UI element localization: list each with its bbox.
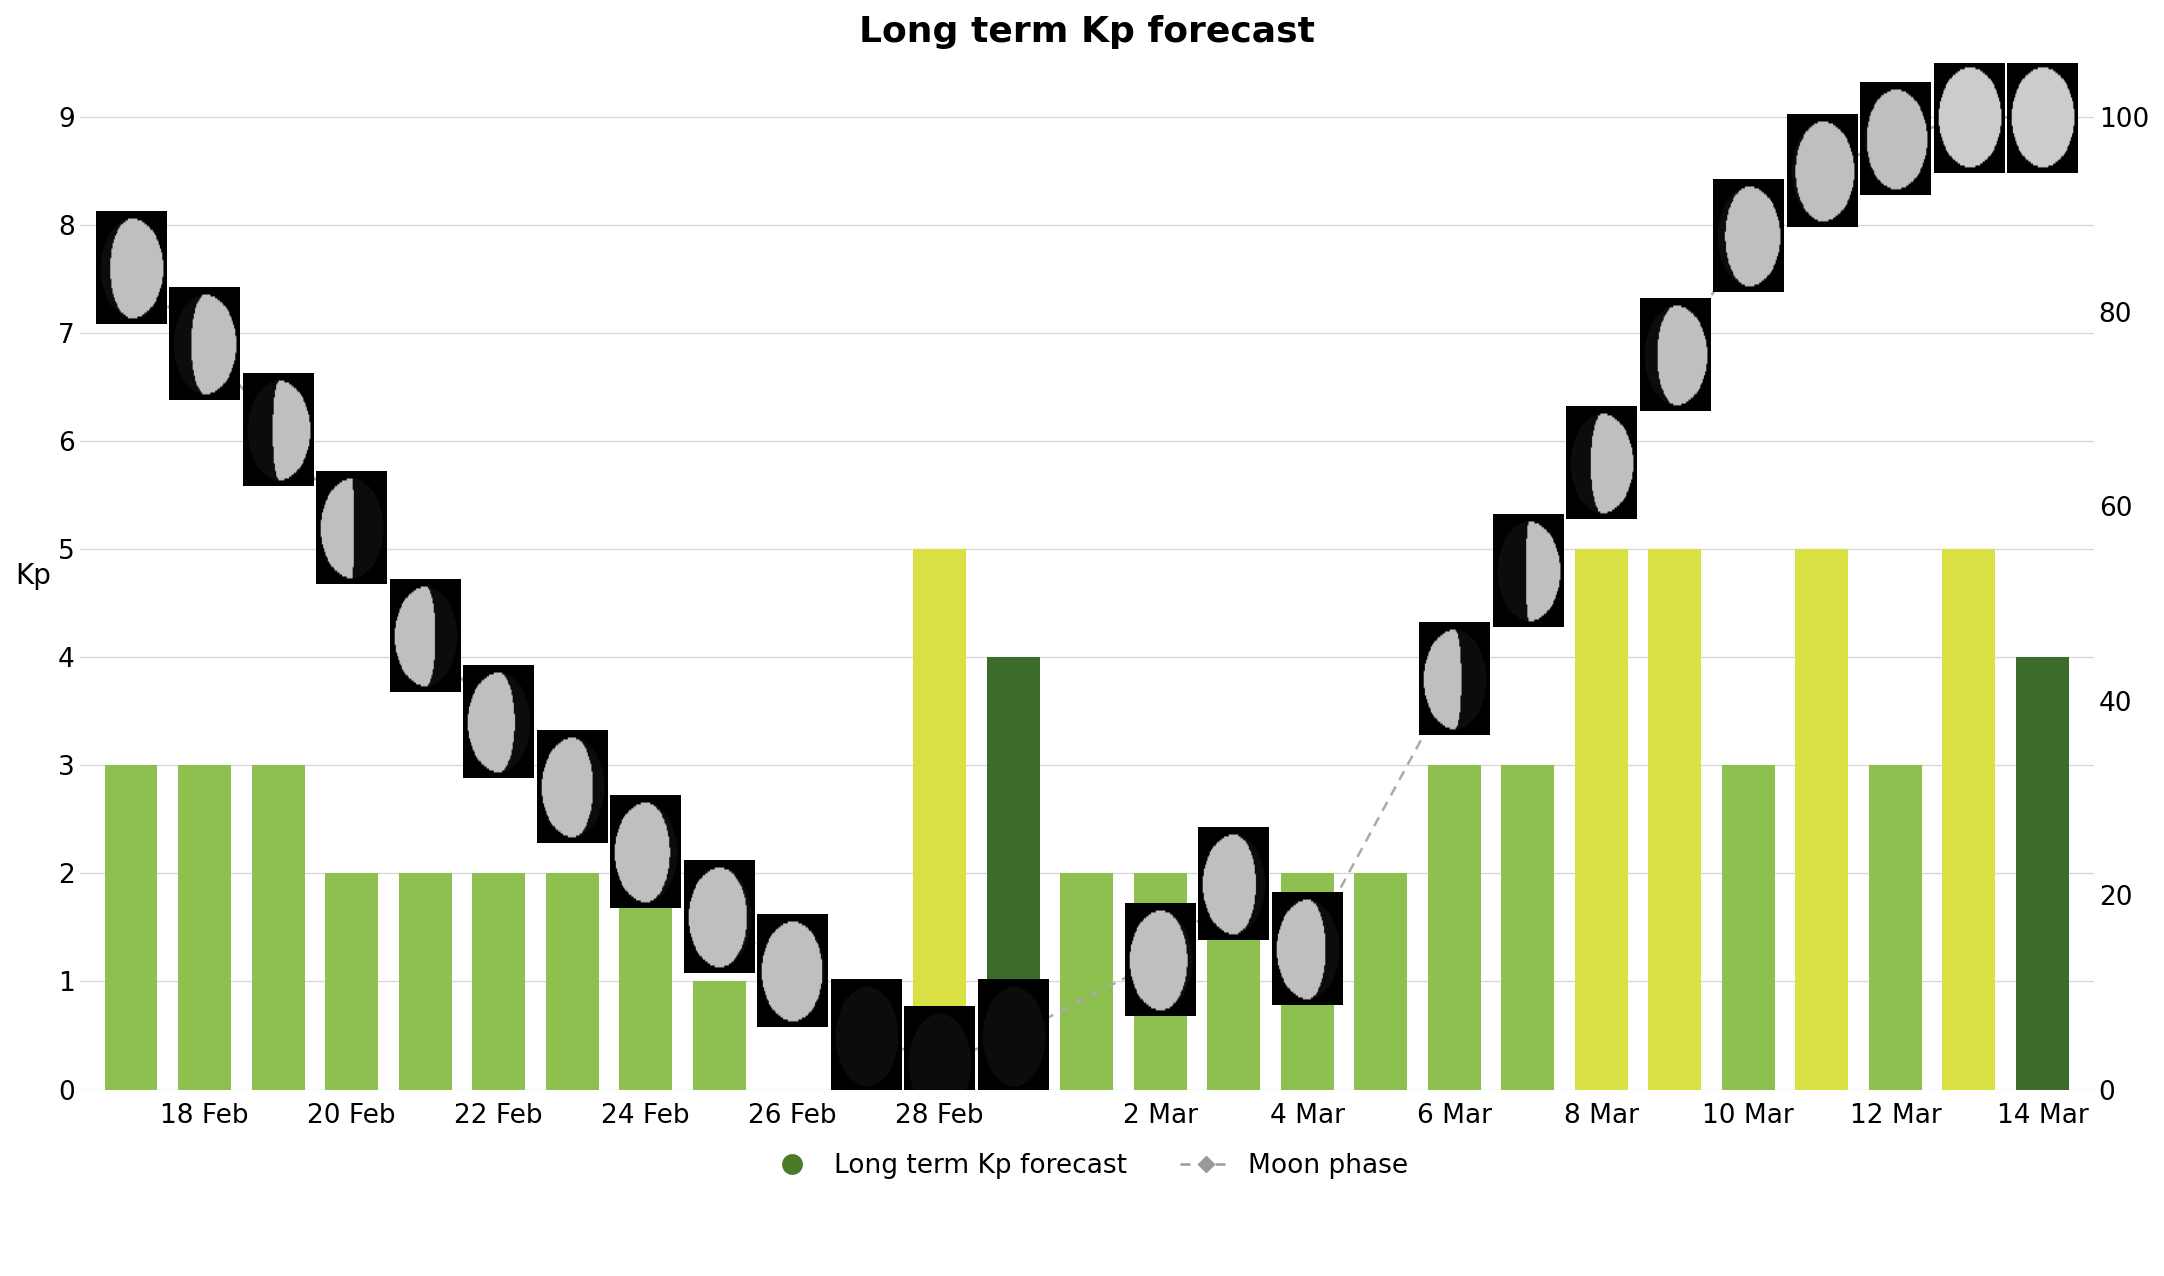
- Bar: [472, 873, 526, 1090]
- Bar: [398, 873, 452, 1090]
- Bar: [1943, 549, 1995, 1090]
- Bar: [1060, 873, 1112, 1090]
- Bar: [1870, 766, 1922, 1090]
- Bar: [913, 549, 965, 1090]
- Bar: [1796, 549, 1848, 1090]
- Bar: [1208, 873, 1259, 1090]
- Title: Long term Kp forecast: Long term Kp forecast: [859, 15, 1316, 48]
- Bar: [1281, 873, 1333, 1090]
- Bar: [1502, 766, 1554, 1090]
- Bar: [2017, 657, 2069, 1090]
- Bar: [619, 873, 673, 1090]
- Bar: [251, 766, 305, 1090]
- Bar: [104, 766, 158, 1090]
- Legend: Long term Kp forecast, Moon phase: Long term Kp forecast, Moon phase: [755, 1142, 1420, 1189]
- Bar: [545, 873, 599, 1090]
- Bar: [1649, 549, 1701, 1090]
- Bar: [177, 766, 232, 1090]
- Bar: [1575, 549, 1627, 1090]
- Y-axis label: Kp: Kp: [15, 563, 52, 591]
- Bar: [987, 657, 1039, 1090]
- Bar: [1355, 873, 1407, 1090]
- Bar: [1428, 766, 1480, 1090]
- Bar: [1723, 766, 1774, 1090]
- Bar: [692, 981, 747, 1090]
- Bar: [1134, 873, 1186, 1090]
- Bar: [325, 873, 379, 1090]
